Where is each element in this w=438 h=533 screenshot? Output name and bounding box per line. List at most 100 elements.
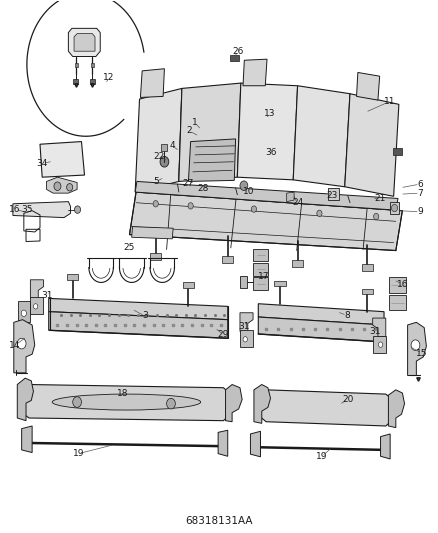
Circle shape [160, 157, 169, 167]
Polygon shape [345, 94, 399, 196]
Polygon shape [150, 253, 161, 260]
Polygon shape [287, 192, 294, 201]
Circle shape [243, 337, 247, 342]
Polygon shape [130, 192, 403, 251]
Polygon shape [179, 83, 241, 181]
Polygon shape [251, 431, 261, 457]
Polygon shape [135, 88, 182, 192]
Polygon shape [21, 384, 231, 421]
Text: 22: 22 [154, 152, 165, 161]
Circle shape [374, 213, 379, 220]
Text: 19: 19 [73, 449, 84, 458]
Text: 9: 9 [417, 207, 423, 216]
Circle shape [54, 182, 61, 190]
Text: 23: 23 [327, 191, 338, 200]
Circle shape [74, 206, 81, 213]
Polygon shape [328, 188, 339, 200]
Text: 3: 3 [142, 311, 148, 320]
Text: 34: 34 [36, 159, 48, 168]
Polygon shape [240, 330, 253, 348]
Text: 12: 12 [103, 72, 115, 82]
Polygon shape [223, 256, 233, 263]
Text: 1: 1 [192, 118, 198, 127]
Polygon shape [292, 260, 303, 266]
Text: 35: 35 [21, 205, 33, 214]
Polygon shape [253, 277, 268, 290]
Text: 11: 11 [384, 97, 395, 106]
Text: 4: 4 [170, 141, 175, 150]
Polygon shape [362, 264, 373, 271]
Polygon shape [373, 336, 386, 353]
Polygon shape [17, 378, 33, 421]
Text: 36: 36 [265, 148, 277, 157]
Polygon shape [161, 144, 167, 151]
Polygon shape [13, 201, 71, 217]
Circle shape [166, 398, 175, 409]
Text: 17: 17 [258, 272, 270, 280]
Circle shape [240, 181, 248, 190]
Polygon shape [30, 297, 43, 314]
Polygon shape [30, 280, 43, 298]
Polygon shape [230, 55, 239, 61]
Polygon shape [389, 277, 406, 293]
Text: 13: 13 [265, 109, 276, 118]
Polygon shape [226, 384, 242, 422]
Polygon shape [21, 426, 32, 453]
Polygon shape [68, 28, 100, 56]
Text: 18: 18 [117, 389, 129, 398]
Polygon shape [132, 227, 173, 239]
Polygon shape [46, 177, 77, 193]
Text: 15: 15 [416, 349, 428, 358]
Polygon shape [389, 390, 405, 427]
Polygon shape [258, 390, 394, 426]
Polygon shape [49, 298, 228, 320]
Polygon shape [393, 149, 402, 155]
Circle shape [251, 206, 257, 212]
Polygon shape [253, 263, 268, 276]
Text: 16: 16 [9, 205, 21, 214]
Polygon shape [218, 430, 228, 456]
Polygon shape [14, 320, 35, 373]
Circle shape [392, 204, 398, 212]
Text: 2: 2 [187, 126, 192, 135]
Polygon shape [73, 79, 78, 84]
Text: 25: 25 [124, 244, 135, 253]
Text: 31: 31 [42, 291, 53, 300]
Circle shape [188, 203, 193, 209]
Polygon shape [67, 274, 78, 280]
Text: 31: 31 [369, 327, 381, 336]
Polygon shape [75, 63, 78, 67]
Polygon shape [390, 201, 399, 214]
Polygon shape [293, 86, 350, 187]
Polygon shape [258, 304, 384, 325]
Polygon shape [18, 301, 30, 322]
Polygon shape [49, 312, 228, 338]
Text: 5: 5 [153, 177, 159, 187]
Circle shape [378, 342, 383, 348]
Polygon shape [240, 313, 253, 332]
Polygon shape [183, 282, 194, 288]
Polygon shape [91, 63, 94, 67]
Circle shape [17, 338, 26, 349]
Polygon shape [389, 295, 406, 310]
Polygon shape [381, 434, 390, 459]
Polygon shape [40, 142, 85, 177]
Circle shape [73, 397, 81, 407]
Text: 27: 27 [183, 179, 194, 188]
Polygon shape [188, 139, 236, 181]
Text: 14: 14 [9, 341, 21, 350]
Polygon shape [258, 317, 384, 342]
Text: 24: 24 [292, 198, 303, 207]
Polygon shape [373, 318, 386, 337]
Ellipse shape [52, 394, 201, 410]
Polygon shape [240, 276, 247, 288]
Polygon shape [74, 34, 95, 51]
Polygon shape [253, 249, 268, 261]
Circle shape [33, 304, 38, 309]
Polygon shape [275, 281, 286, 286]
Text: 6: 6 [417, 180, 423, 189]
Polygon shape [254, 384, 271, 423]
Circle shape [153, 200, 158, 207]
Text: 20: 20 [342, 395, 353, 404]
Circle shape [411, 340, 420, 351]
